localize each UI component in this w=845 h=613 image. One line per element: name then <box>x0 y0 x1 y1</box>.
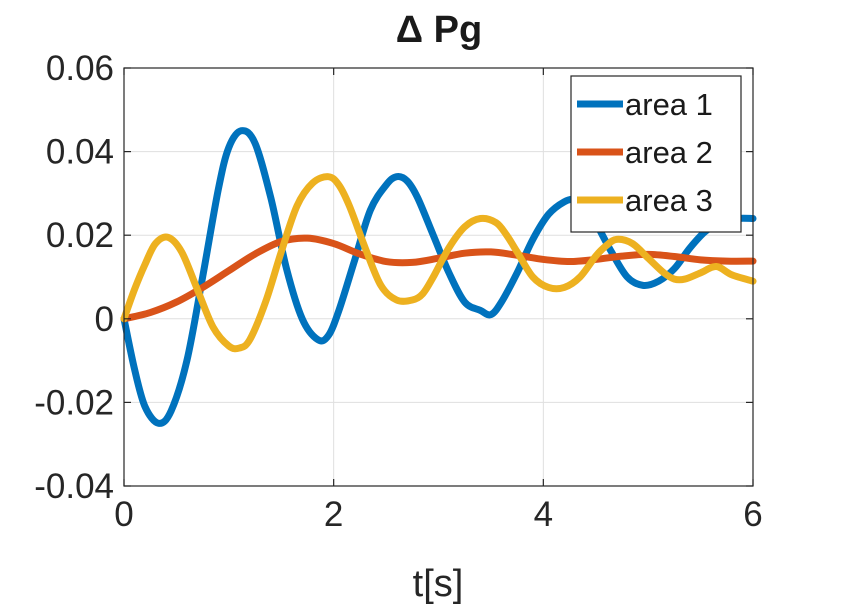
x-tick-label: 0 <box>114 495 133 534</box>
x-tick-label: 2 <box>324 495 343 534</box>
chart-title: Δ Pg <box>396 9 482 51</box>
x-tick-label: 6 <box>743 495 762 534</box>
y-tick-label: -0.02 <box>34 383 114 422</box>
y-tick-label: -0.04 <box>34 467 114 506</box>
axis-ticks: 0 2 4 6 -0.04 -0.02 0 0.02 0.04 0.06 <box>34 49 763 534</box>
plot-area <box>120 127 757 427</box>
x-tick-label: 4 <box>534 495 553 534</box>
legend-label: area 3 <box>625 183 713 218</box>
y-tick-label: 0.04 <box>46 133 114 172</box>
x-axis-label: t[s] <box>413 563 464 605</box>
y-tick-label: 0.06 <box>46 49 114 88</box>
legend-label: area 1 <box>625 87 713 122</box>
axes-box <box>123 67 754 487</box>
series-line-area-1 <box>120 127 757 427</box>
series-line-area-3 <box>120 173 757 353</box>
legend: area 1 area 2 area 3 <box>570 75 742 233</box>
y-tick-label: 0.02 <box>46 216 114 255</box>
y-tick-label: 0 <box>95 300 114 339</box>
legend-label: area 2 <box>625 135 713 170</box>
